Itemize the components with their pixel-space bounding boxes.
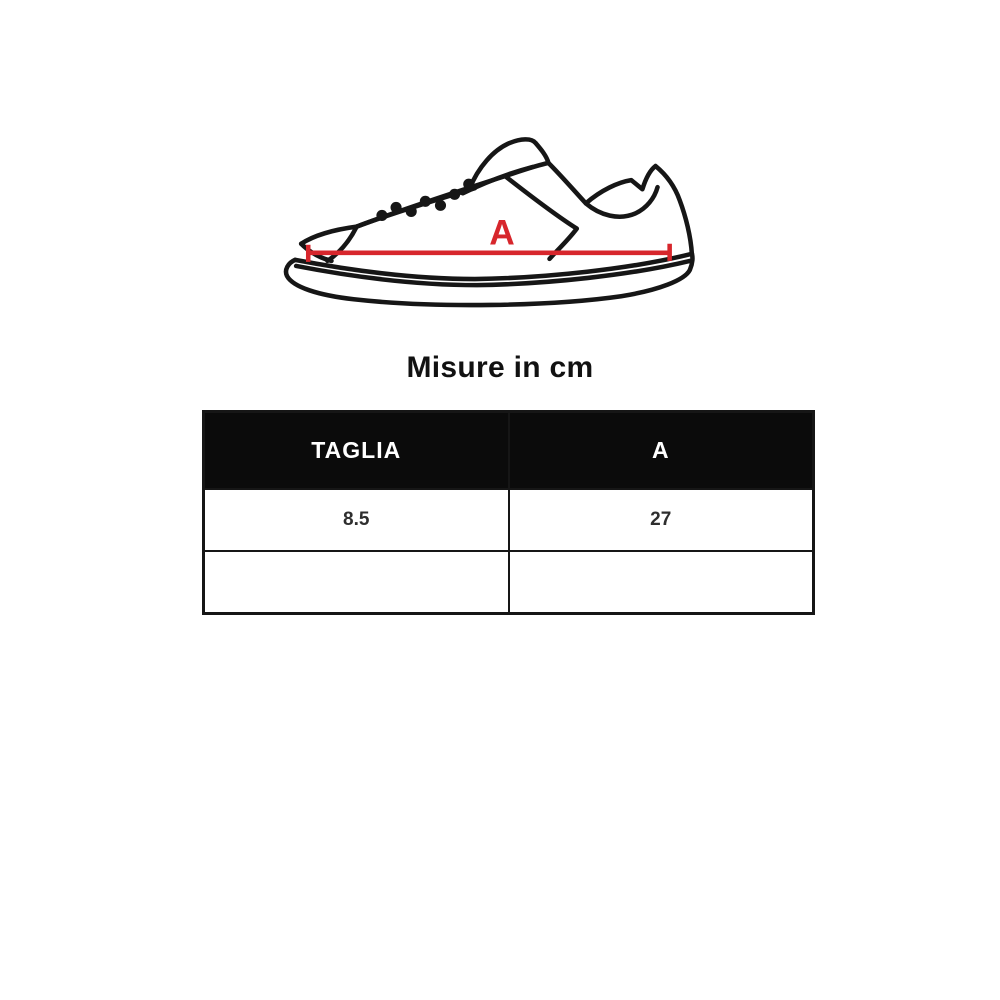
measurement-overlay: A (305, 214, 672, 262)
table-row-empty (202, 550, 815, 615)
measure-label-a: A (489, 214, 515, 253)
size-table: TAGLIA A 8.5 27 (202, 410, 815, 615)
heel-seam (583, 184, 660, 219)
cell-a-value: 27 (507, 488, 815, 552)
cell-taglia-empty (202, 550, 510, 615)
cell-taglia-value: 8.5 (202, 488, 510, 552)
table-row: 8.5 27 (202, 488, 815, 552)
cell-a-empty (507, 550, 815, 615)
lace-dots (376, 178, 475, 222)
quarter-seam (502, 173, 580, 262)
header-cell-a: A (507, 410, 815, 490)
header-cell-taglia: TAGLIA (202, 410, 510, 490)
shoe-sole (283, 251, 695, 308)
shoe-tongue (460, 137, 551, 196)
shoe-diagram: A (283, 118, 707, 318)
size-table-header-row: TAGLIA A (202, 410, 815, 490)
page-title: Misure in cm (406, 351, 594, 384)
vamp-seam (325, 224, 359, 264)
collar-edge (460, 164, 535, 196)
